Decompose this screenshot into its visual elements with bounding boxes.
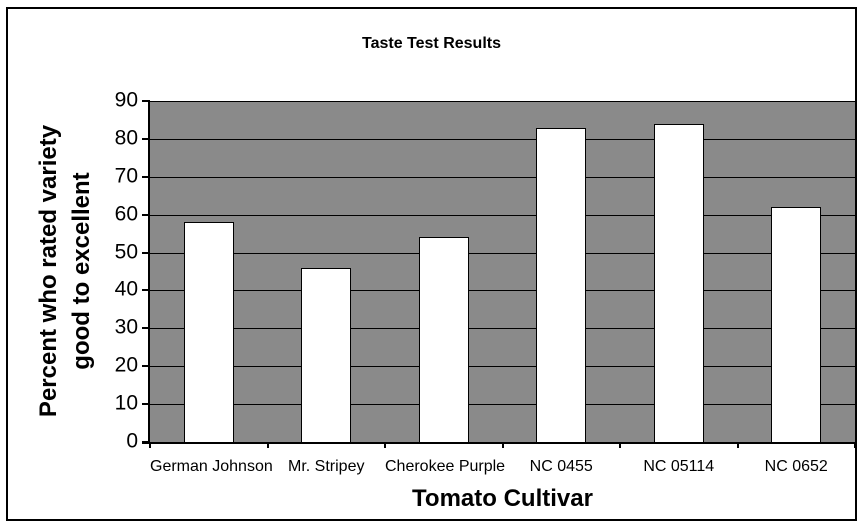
- x-category-label-mr-stripey: Mr. Stripey: [288, 458, 365, 475]
- y-tick-label-20: 20: [114, 353, 138, 377]
- x-tick-mark: [619, 442, 621, 448]
- bar-german-johnson: [183, 222, 234, 442]
- x-tick-mark: [854, 442, 856, 448]
- y-tick-label-60: 60: [114, 202, 138, 226]
- bar-nc-05114: [653, 123, 704, 442]
- bar-mr-stripey: [301, 267, 352, 442]
- x-category-label-nc-0652: NC 0652: [764, 458, 828, 475]
- x-category-label-german-johnson: German Johnson: [150, 458, 273, 475]
- x-tick-mark: [736, 442, 739, 448]
- chart-title: Taste Test Results: [361, 35, 501, 52]
- bar-nc-0455: [536, 127, 587, 442]
- gridline-10: [150, 404, 855, 406]
- chart-frame: Taste Test Results Percent who rated var…: [6, 7, 857, 521]
- gridline-20: [150, 366, 855, 368]
- gridline-30: [150, 328, 855, 330]
- y-tick-mark: [142, 175, 150, 178]
- y-tick-mark: [142, 327, 150, 330]
- y-tick-label-40: 40: [114, 277, 138, 301]
- bar-nc-0652: [771, 207, 822, 442]
- y-tick-label-10: 10: [114, 391, 138, 415]
- bar-cherokee-purple: [418, 237, 469, 442]
- x-category-label-nc-05114: NC 05114: [643, 458, 715, 475]
- x-tick-mark: [266, 442, 269, 448]
- gridline-70: [150, 176, 855, 178]
- x-axis-line: [142, 442, 855, 444]
- y-tick-mark: [142, 137, 150, 140]
- x-tick-mark: [501, 442, 504, 448]
- y-tick-label-80: 80: [114, 126, 138, 150]
- y-tick-label-70: 70: [114, 164, 138, 188]
- y-tick-mark: [142, 100, 150, 102]
- y-tick-mark: [142, 251, 150, 254]
- y-tick-label-30: 30: [114, 315, 138, 339]
- gridline-60: [150, 214, 855, 216]
- y-tick-mark: [142, 213, 150, 216]
- gridline-40: [150, 290, 855, 292]
- y-tick-label-50: 50: [114, 240, 138, 264]
- x-category-label-cherokee-purple: Cherokee Purple: [385, 458, 506, 475]
- x-tick-mark: [384, 442, 386, 448]
- y-tick-mark: [142, 403, 150, 406]
- y-tick-label-0: 0: [126, 429, 138, 453]
- gridline-90: [150, 101, 855, 102]
- gridline-50: [150, 252, 855, 254]
- y-tick-label-90: 90: [114, 88, 138, 112]
- x-tick-mark: [149, 442, 151, 448]
- y-axis-line: [148, 101, 150, 442]
- y-tick-mark: [142, 289, 150, 292]
- y-tick-mark: [142, 365, 150, 368]
- gridline-80: [150, 138, 855, 140]
- x-axis-title: Tomato Cultivar: [412, 485, 593, 512]
- plot-area: [150, 101, 855, 442]
- x-category-label-nc-0455: NC 0455: [529, 458, 593, 475]
